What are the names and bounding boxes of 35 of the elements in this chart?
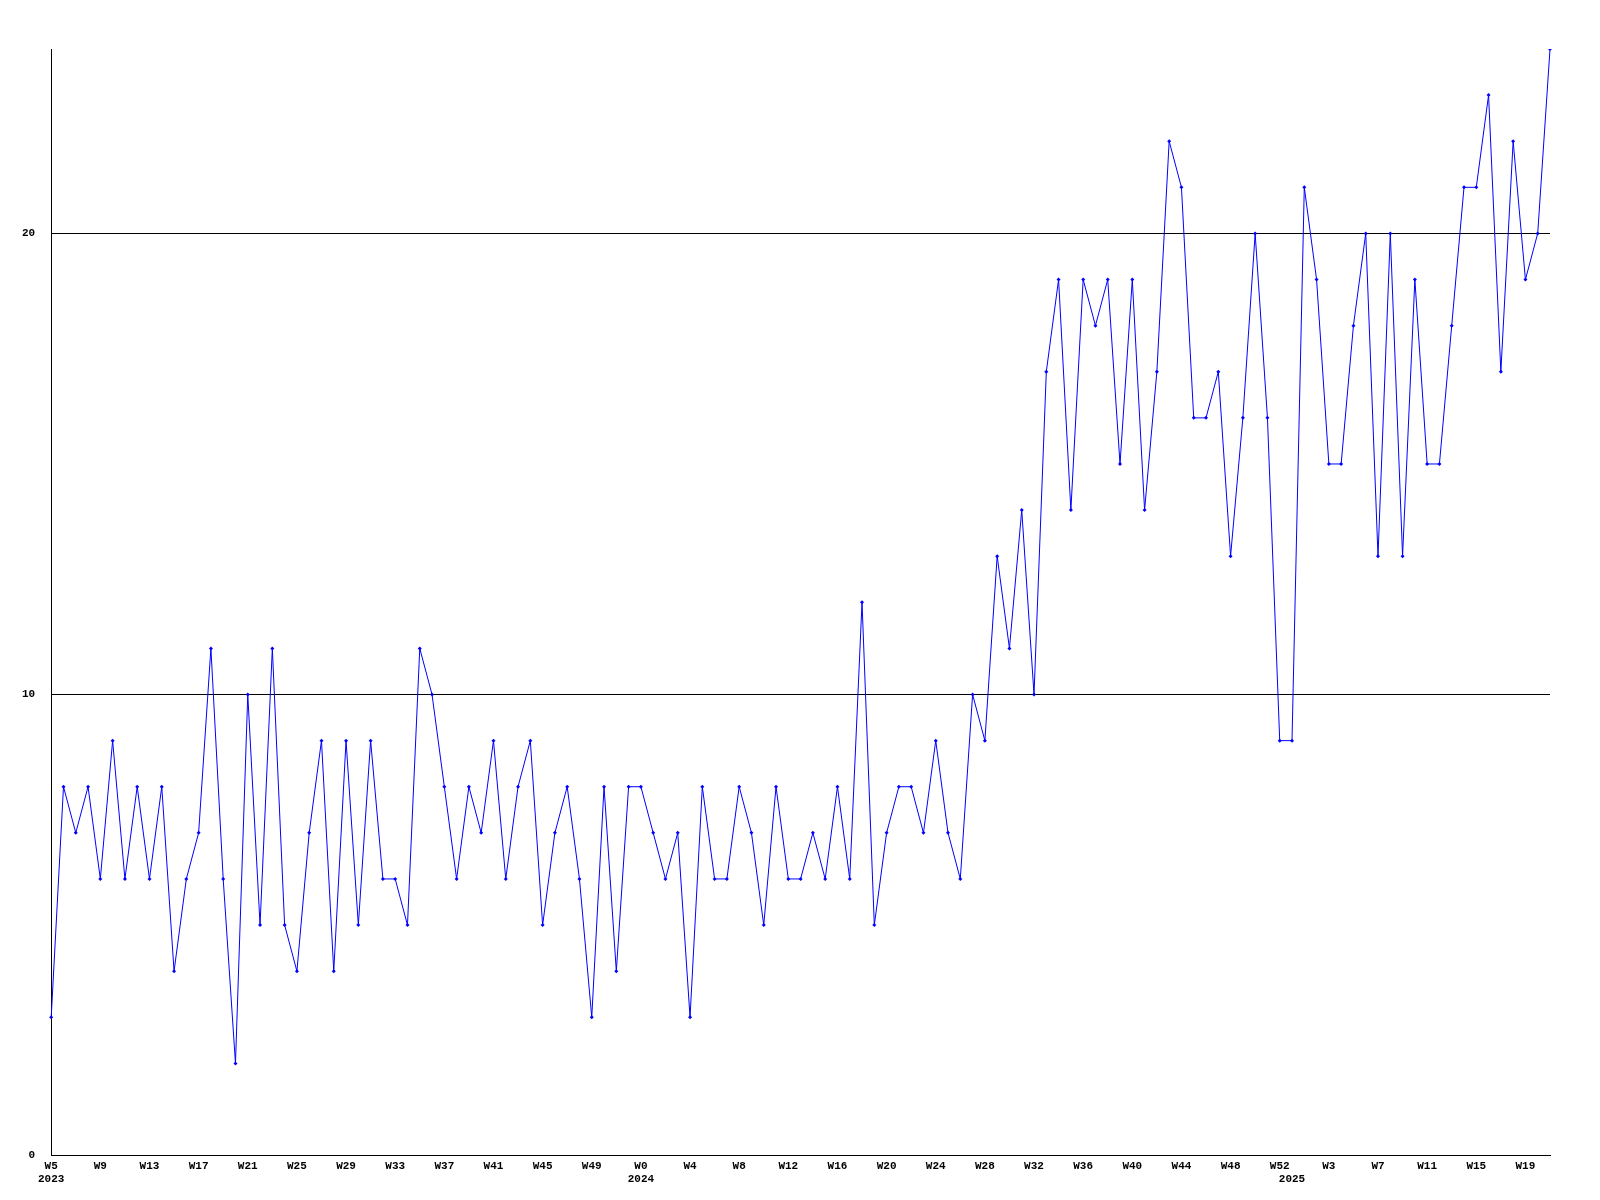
x-tick-label: W19: [1515, 1159, 1536, 1172]
x-tick-label: W8: [732, 1159, 747, 1172]
x-tick-label: W49: [581, 1159, 602, 1172]
x-tick-label: W52: [1269, 1159, 1290, 1172]
x-tick-label: W25: [287, 1159, 308, 1172]
x-tick-label: W44: [1171, 1159, 1192, 1172]
x-tick-label: W41: [483, 1159, 504, 1172]
x-tick-label: W9: [93, 1159, 107, 1172]
x-tick-label: W37: [434, 1159, 455, 1172]
x-tick-label: W0 2024: [627, 1159, 655, 1186]
x-tick-label: W17: [188, 1159, 209, 1172]
x-tick-label: W3: [1322, 1159, 1336, 1172]
x-tick-label: W15: [1466, 1159, 1487, 1172]
x-tick-label: W40: [1122, 1159, 1143, 1172]
x-tick-label: W20: [876, 1159, 897, 1172]
x-tick-label: W32: [1024, 1159, 1044, 1172]
x-tick-label: W13: [139, 1159, 160, 1172]
x-tick-label: W7: [1371, 1159, 1385, 1172]
x-tick-label: W29: [336, 1159, 356, 1172]
x-tick-label: W5 2023: [38, 1159, 65, 1186]
x-tick-label: W21: [237, 1159, 259, 1172]
x-tick-label: W11: [1417, 1159, 1438, 1172]
x-tick-label: W4: [683, 1159, 698, 1172]
y-tick-label: 20: [22, 227, 36, 240]
x-tick-label: W36: [1073, 1159, 1094, 1172]
y-tick-label: 0: [28, 1149, 36, 1162]
x-tick-label: W24: [925, 1159, 947, 1172]
x-tick-label: W12: [778, 1159, 799, 1172]
x-tick-label: W48: [1220, 1159, 1241, 1172]
x-tick-label: W33: [385, 1159, 406, 1172]
y-tick-label: 10: [22, 688, 36, 701]
x-tick-label: W16: [827, 1159, 848, 1172]
x-tick-label: W45: [532, 1159, 553, 1172]
x-tick-label: 2025: [1278, 1173, 1306, 1186]
x-tick-label: W28: [974, 1159, 996, 1172]
